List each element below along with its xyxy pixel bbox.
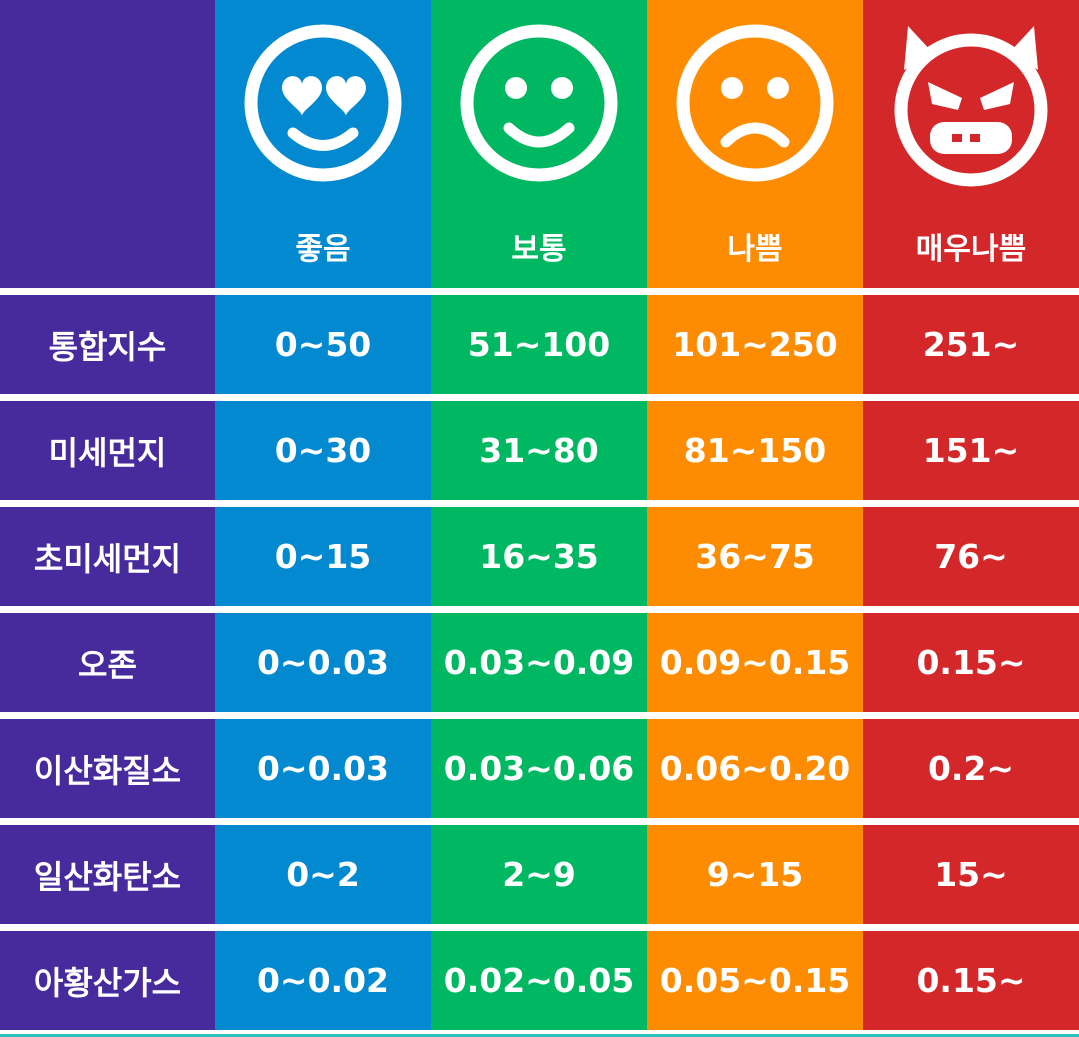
pollutant-label: 이산화질소 <box>0 712 215 818</box>
range-bad: 9~15 <box>647 818 863 924</box>
range-good: 0~2 <box>215 818 431 924</box>
range-very-bad: 151~ <box>863 394 1079 500</box>
range-good: 0~50 <box>215 288 431 394</box>
pollutant-label: 아황산가스 <box>0 924 215 1030</box>
pollutant-label: 미세먼지 <box>0 394 215 500</box>
range-normal: 16~35 <box>431 500 647 606</box>
corner-cell <box>0 0 215 288</box>
grade-header-good: 좋음 <box>215 0 431 288</box>
grade-header-normal: 보통 <box>431 0 647 288</box>
range-normal: 51~100 <box>431 288 647 394</box>
range-bad: 36~75 <box>647 500 863 606</box>
heart-eyes-face-icon <box>244 24 402 182</box>
range-normal: 2~9 <box>431 818 647 924</box>
grade-label-normal: 보통 <box>511 232 567 267</box>
range-very-bad: 251~ <box>863 288 1079 394</box>
pollutant-label: 일산화탄소 <box>0 818 215 924</box>
range-bad: 0.05~0.15 <box>647 924 863 1030</box>
range-normal: 0.03~0.09 <box>431 606 647 712</box>
range-good: 0~0.03 <box>215 606 431 712</box>
range-very-bad: 0.15~ <box>863 924 1079 1030</box>
bottom-divider <box>0 1030 1079 1037</box>
devil-face-icon <box>894 26 1048 187</box>
range-normal: 0.02~0.05 <box>431 924 647 1030</box>
pollutant-label: 통합지수 <box>0 288 215 394</box>
range-normal: 0.03~0.06 <box>431 712 647 818</box>
range-very-bad: 0.2~ <box>863 712 1079 818</box>
range-very-bad: 76~ <box>863 500 1079 606</box>
range-good: 0~30 <box>215 394 431 500</box>
smiling-face-icon <box>460 24 618 182</box>
range-good: 0~0.02 <box>215 924 431 1030</box>
grade-header-very-bad: 매우나쁨 <box>863 0 1079 288</box>
grade-label-very-bad: 매우나쁨 <box>915 232 1027 267</box>
pollutant-label: 초미세먼지 <box>0 500 215 606</box>
grade-label-bad: 나쁨 <box>727 232 783 267</box>
range-normal: 31~80 <box>431 394 647 500</box>
range-good: 0~15 <box>215 500 431 606</box>
sad-face-icon <box>676 24 834 182</box>
range-good: 0~0.03 <box>215 712 431 818</box>
grade-header-bad: 나쁨 <box>647 0 863 288</box>
range-very-bad: 15~ <box>863 818 1079 924</box>
range-very-bad: 0.15~ <box>863 606 1079 712</box>
pollutant-label: 오존 <box>0 606 215 712</box>
range-bad: 81~150 <box>647 394 863 500</box>
range-bad: 0.09~0.15 <box>647 606 863 712</box>
range-bad: 101~250 <box>647 288 863 394</box>
grade-label-good: 좋음 <box>295 232 351 267</box>
range-bad: 0.06~0.20 <box>647 712 863 818</box>
